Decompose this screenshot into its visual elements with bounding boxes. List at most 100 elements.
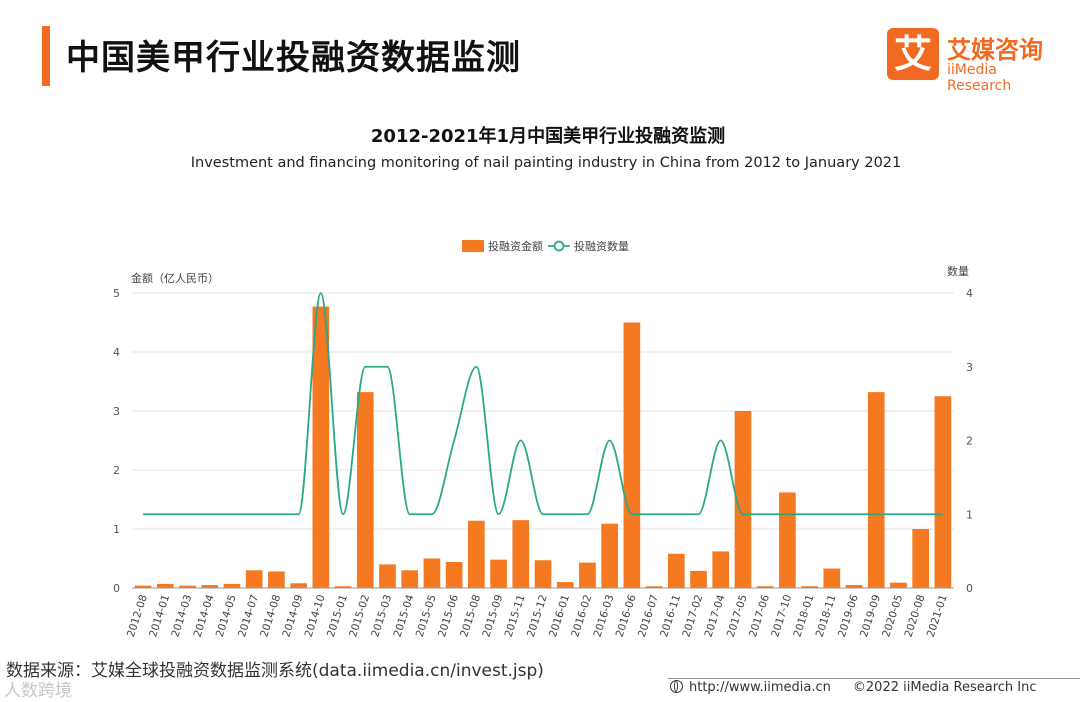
bar: [556, 582, 574, 588]
bar: [534, 560, 552, 588]
bar: [912, 529, 930, 588]
x-tick-label: 2015-06: [436, 593, 461, 639]
bar: [667, 553, 685, 588]
bar: [312, 306, 330, 588]
x-tick-label: 2021-01: [925, 593, 950, 638]
bar: [579, 562, 596, 588]
bar: [512, 520, 530, 588]
y-left-tick-label: 0: [113, 582, 120, 595]
x-tick-label: 2018-11: [814, 593, 839, 638]
x-tick-label: 2015-02: [347, 593, 372, 638]
title-accent-bar: [42, 26, 50, 86]
y-left-tick-label: 5: [113, 287, 120, 300]
bar: [134, 585, 152, 588]
y-left-tick-label: 3: [113, 405, 120, 418]
footer-divider: [668, 678, 1080, 679]
y-right-tick-label: 4: [966, 287, 973, 300]
legend-line-label: 投融资数量: [574, 239, 629, 253]
bar: [890, 582, 907, 588]
x-tick-label: 2019-09: [858, 593, 883, 638]
y-right-tick-label: 0: [966, 582, 973, 595]
footer-info: http://www.iimedia.cn ©2022 iiMedia Resea…: [670, 680, 1037, 695]
data-source: 数据来源：艾媒全球投融资数据监测系统(data.iimedia.cn/inves…: [6, 661, 544, 681]
x-tick-label: 2020-08: [903, 593, 928, 638]
bar: [445, 562, 463, 588]
chart-subtitle: Investment and financing monitoring of n…: [190, 155, 902, 171]
bar: [623, 322, 641, 588]
y-left-tick-label: 2: [113, 464, 120, 477]
bar: [223, 583, 241, 588]
x-tick-label: 2014-03: [169, 593, 194, 638]
bar: [490, 559, 507, 588]
bar: [934, 396, 952, 588]
x-tick-label: 2015-05: [414, 593, 439, 638]
x-tick-label: 2016-01: [547, 593, 572, 638]
y-right-axis-title: 数量: [947, 265, 969, 278]
x-tick-label: 2015-04: [392, 593, 417, 639]
iimedia-logo: 艾 艾媒咨询 iiMedia Research: [887, 28, 1062, 94]
x-tick-label: 2015-03: [369, 593, 394, 638]
legend-line-marker: [553, 240, 565, 252]
x-tick-label: 2016-02: [569, 593, 594, 638]
x-tick-label: 2019-06: [836, 593, 861, 639]
x-tick-label: 2015-08: [458, 593, 483, 638]
website-link[interactable]: http://www.iimedia.cn: [689, 680, 831, 695]
bar: [801, 586, 818, 588]
x-tick-label: 2016-06: [614, 593, 639, 639]
x-tick-label: 2014-10: [303, 593, 328, 638]
logo-chinese-name: 艾媒咨询: [947, 36, 1043, 64]
x-tick-label: 2015-01: [325, 593, 350, 638]
x-tick-label: 2014-01: [147, 593, 172, 638]
x-tick-label: 2014-08: [258, 593, 283, 638]
legend-bar-label: 投融资金额: [488, 239, 543, 253]
x-tick-label: 2016-03: [592, 593, 617, 638]
bar: [756, 586, 774, 588]
x-tick-label: 2016-11: [658, 593, 683, 638]
bar: [156, 583, 174, 588]
x-tick-label: 2014-07: [236, 593, 261, 638]
bar: [179, 585, 196, 588]
x-tick-label: 2014-04: [192, 593, 217, 639]
x-tick-label: 2020-05: [880, 593, 905, 638]
bar: [712, 551, 730, 588]
bar: [201, 585, 219, 588]
bar: [356, 392, 374, 588]
count-line: [143, 292, 943, 516]
y-left-tick-label: 4: [113, 346, 120, 359]
x-tick-label: 2017-06: [747, 593, 772, 639]
x-tick-label: 2015-09: [480, 593, 505, 638]
x-tick-label: 2017-04: [703, 593, 728, 639]
copyright: ©2022 iiMedia Research Inc: [852, 680, 1037, 695]
y-right-tick-label: 1: [966, 508, 973, 521]
bar: [867, 392, 885, 588]
chart-title: 2012-2021年1月中国美甲行业投融资监测: [370, 126, 726, 147]
bar: [601, 523, 618, 588]
y-left-axis-title: 金额（亿人民币）: [131, 271, 219, 285]
logo-mark: 艾: [887, 28, 939, 80]
x-tick-label: 2015-12: [525, 593, 550, 638]
bar: [779, 492, 796, 588]
x-tick-label: 2017-05: [725, 593, 750, 638]
y-left-tick-label: 1: [113, 523, 120, 536]
bar: [334, 586, 352, 588]
bar: [645, 586, 663, 588]
bar: [845, 585, 863, 588]
x-tick-label: 2014-09: [281, 593, 306, 638]
logo-english-name: iiMedia Research: [947, 62, 1012, 94]
bar: [468, 520, 485, 588]
legend-bar-swatch: [462, 240, 484, 252]
x-tick-label: 2017-02: [680, 593, 705, 638]
x-tick-label: 2016-07: [636, 593, 661, 638]
bar: [290, 583, 307, 588]
globe-icon: [670, 680, 683, 693]
watermark: 人数跨境: [4, 681, 72, 701]
x-tick-label: 2014-05: [214, 593, 239, 638]
bar: [245, 570, 263, 588]
x-tick-label: 2018-01: [791, 593, 816, 638]
x-tick-label: 2015-11: [503, 593, 528, 638]
y-right-tick-label: 2: [966, 435, 973, 448]
bar: [423, 558, 441, 588]
bar: [401, 570, 419, 588]
x-tick-label: 2017-10: [769, 593, 794, 638]
bar: [379, 564, 396, 588]
